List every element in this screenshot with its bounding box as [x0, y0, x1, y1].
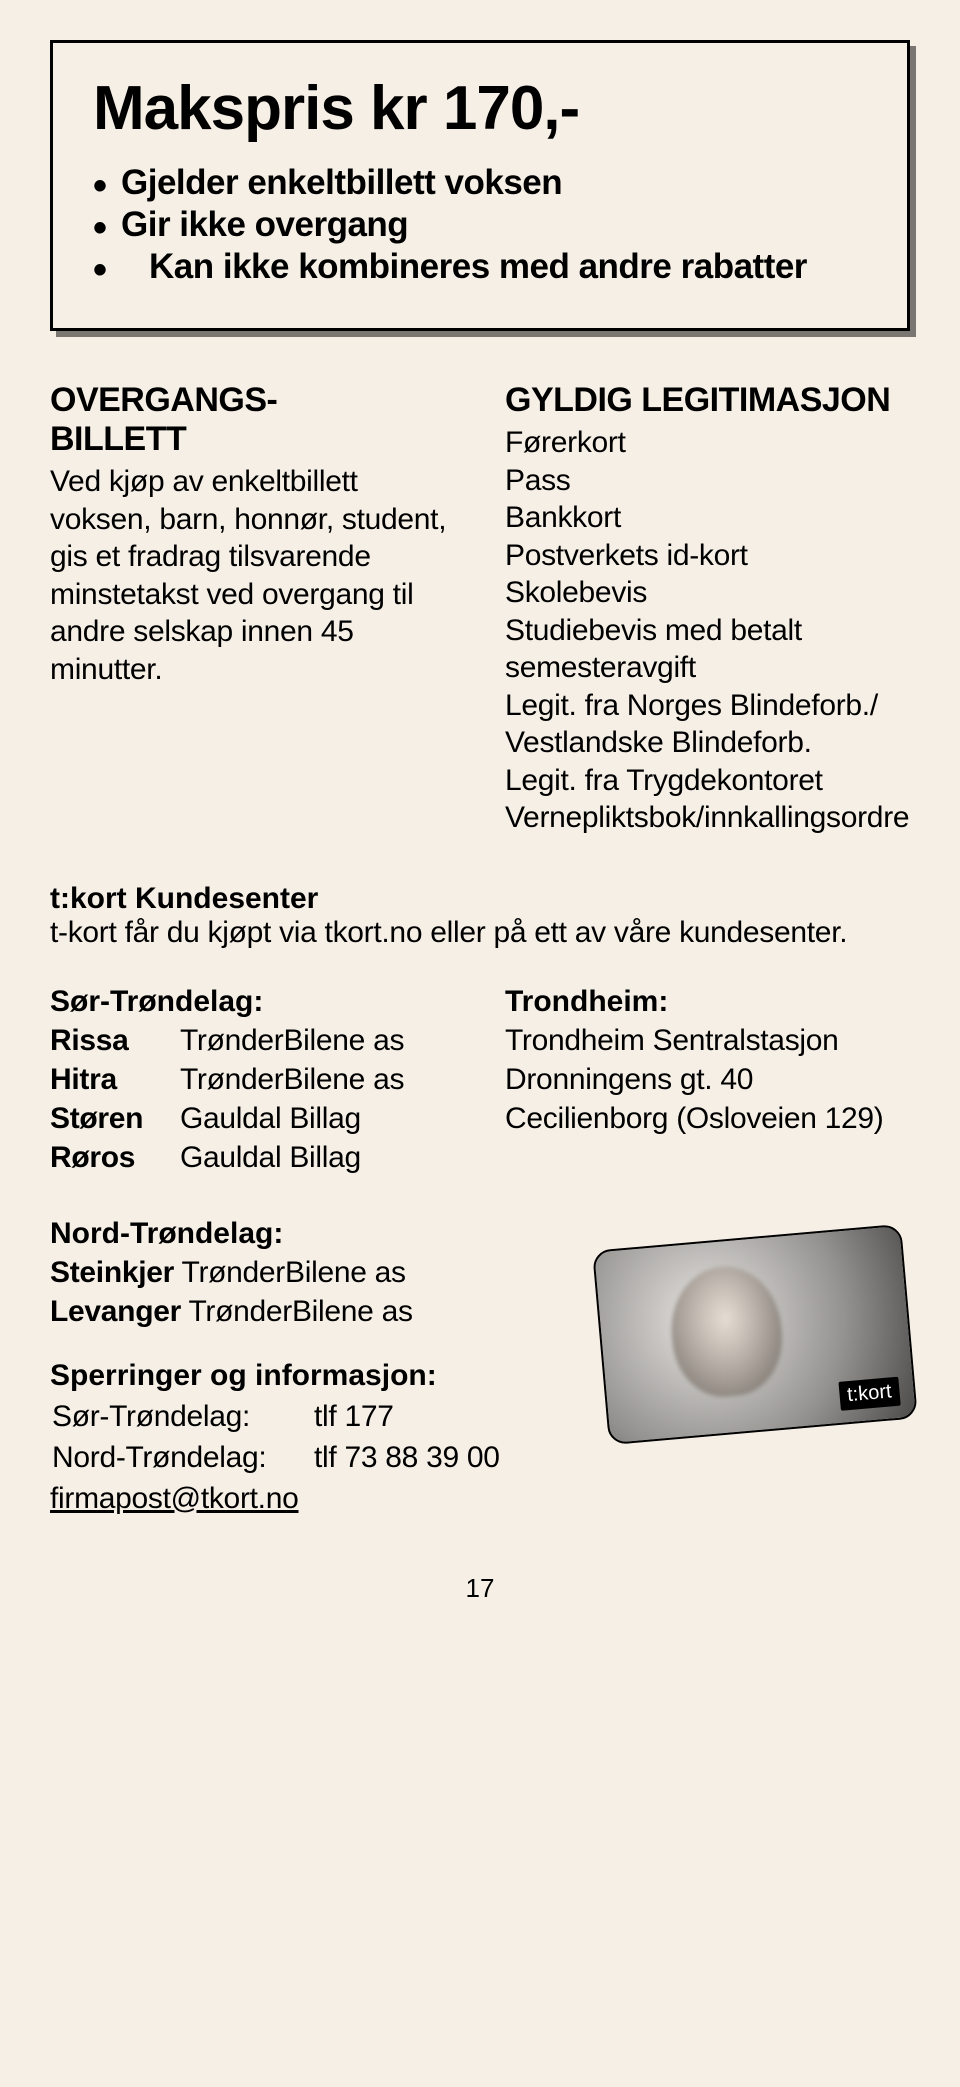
bullet-item: Gir ikke overgang — [93, 204, 867, 246]
kundesenter-body: t-kort får du kjøpt via tkort.no eller p… — [50, 916, 910, 950]
legitimasjon-body: Førerkort Pass Bankkort Postverkets id-k… — [505, 424, 910, 837]
overgang-heading: OVERGANGS- BILLETT — [50, 381, 455, 459]
price-box: Makspris kr 170,- Gjelder enkeltbillett … — [50, 40, 910, 331]
email-link[interactable]: firmapost@tkort.no — [50, 1479, 570, 1518]
legitimasjon-column: GYLDIG LEGITIMASJON Førerkort Pass Bankk… — [505, 381, 910, 837]
trondheim-region: Trondheim: Trondheim Sentralstasjon Dron… — [505, 985, 910, 1177]
nord-title: Nord-Trøndelag: — [50, 1217, 570, 1251]
legitimasjon-heading: GYLDIG LEGITIMASJON — [505, 381, 910, 420]
region-row: Sør-Trøndelag: RissaTrønderBilene as Hit… — [50, 985, 910, 1177]
price-title: Makspris kr 170,- — [93, 73, 867, 144]
bottom-row: Nord-Trøndelag: Steinkjer TrønderBilene … — [50, 1217, 910, 1518]
tkort-card: t:kort — [592, 1223, 918, 1444]
bullet-item: Kan ikke kombineres med andre rabatter — [93, 246, 867, 288]
table-row: Sør-Trøndelag:tlf 177 — [52, 1397, 500, 1436]
bottom-text: Nord-Trøndelag: Steinkjer TrønderBilene … — [50, 1217, 570, 1518]
trondheim-title: Trondheim: — [505, 985, 910, 1019]
sor-trondelag-region: Sør-Trøndelag: RissaTrønderBilene as Hit… — [50, 985, 455, 1177]
trondheim-line: Dronningens gt. 40 — [505, 1060, 910, 1099]
nord-line: Steinkjer TrønderBilene as — [50, 1253, 570, 1292]
overgang-column: OVERGANGS- BILLETT Ved kjøp av enkeltbil… — [50, 381, 455, 837]
trondheim-line: Cecilienborg (Osloveien 129) — [505, 1099, 910, 1138]
card-label: t:kort — [838, 1376, 901, 1410]
kundesenter-title: t:kort Kundesenter — [50, 882, 910, 916]
table-row: Nord-Trøndelag:tlf 73 88 39 00 — [52, 1438, 500, 1477]
trondheim-line: Trondheim Sentralstasjon — [505, 1021, 910, 1060]
table-row: RissaTrønderBilene as — [50, 1021, 455, 1060]
tkort-card-wrap: t:kort — [600, 1217, 910, 1432]
table-row: RørosGauldal Billag — [50, 1138, 455, 1177]
price-bullets: Gjelder enkeltbillett voksen Gir ikke ov… — [93, 162, 867, 288]
info-columns: OVERGANGS- BILLETT Ved kjøp av enkeltbil… — [50, 381, 910, 837]
page-number: 17 — [50, 1573, 910, 1604]
sor-table: RissaTrønderBilene as HitraTrønderBilene… — [50, 1021, 455, 1177]
nord-line: Levanger TrønderBilene as — [50, 1292, 570, 1331]
table-row: StørenGauldal Billag — [50, 1099, 455, 1138]
sperr-table: Sør-Trøndelag:tlf 177 Nord-Trøndelag:tlf… — [50, 1395, 502, 1479]
table-row: HitraTrønderBilene as — [50, 1060, 455, 1099]
overgang-body: Ved kjøp av enkeltbillett voksen, barn, … — [50, 463, 455, 688]
sperr-title: Sperringer og informasjon: — [50, 1359, 570, 1393]
kundesenter-section: t:kort Kundesenter t-kort får du kjøpt v… — [50, 882, 910, 950]
sor-title: Sør-Trøndelag: — [50, 985, 455, 1019]
bullet-item: Gjelder enkeltbillett voksen — [93, 162, 867, 204]
